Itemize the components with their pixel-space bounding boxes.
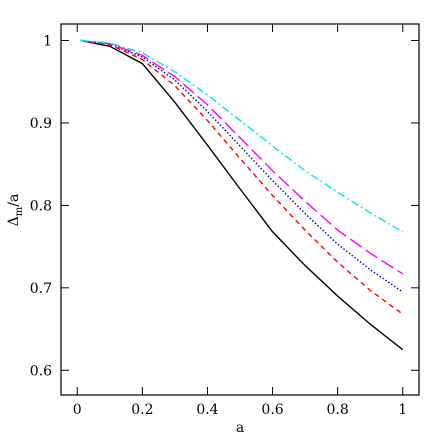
x-tick-label: 0.6 <box>261 402 283 418</box>
x-tick-label: 0.2 <box>131 402 153 418</box>
x-tick-label: 0.8 <box>327 402 349 418</box>
x-axis-label: a <box>236 420 244 436</box>
y-axis-label: Δm/a <box>6 194 25 227</box>
y-tick-label: 0.6 <box>30 363 52 379</box>
curve <box>80 39 404 351</box>
y-tick-label: 0.8 <box>30 198 52 214</box>
curve <box>80 39 404 293</box>
curve <box>80 39 404 275</box>
curve <box>80 39 404 315</box>
y-label-subscript: m <box>14 206 25 216</box>
y-tick-label: 0.7 <box>30 281 52 297</box>
x-tick-label: 0.4 <box>196 402 218 418</box>
curve <box>80 39 404 233</box>
y-label-symbol: Δ <box>6 216 22 226</box>
x-tick-label: 1 <box>398 402 407 418</box>
x-tick-label: 0 <box>73 402 82 418</box>
y-tick-label: 0.9 <box>30 116 52 132</box>
y-label-rest: /a <box>6 194 22 207</box>
y-tick-label: 1 <box>43 33 52 49</box>
plot-frame <box>60 23 420 396</box>
